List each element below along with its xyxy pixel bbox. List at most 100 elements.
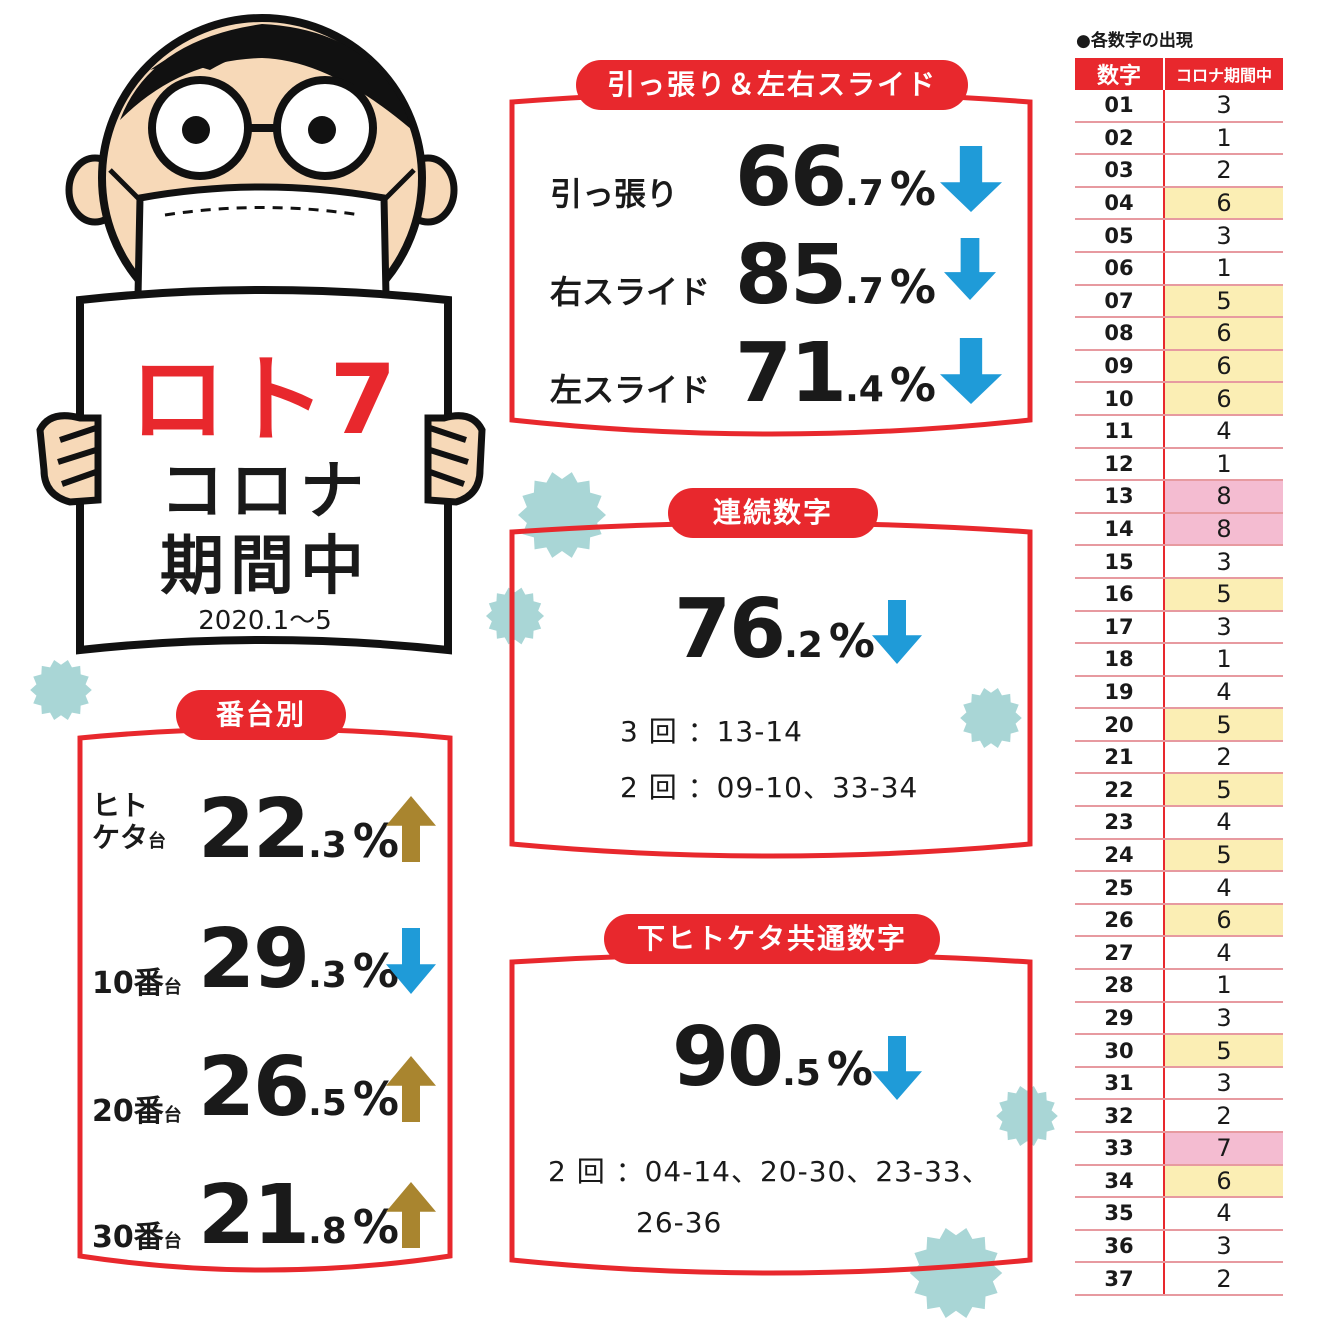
range-label-line2: ケタ — [92, 821, 149, 854]
table-row: 08 6 — [1075, 317, 1283, 351]
number-cell: 21 — [1075, 740, 1165, 775]
count-cell: 3 — [1164, 1001, 1283, 1036]
mascot-illustration: ロト7 コロナ 期間中 2020.1～5 — [0, 0, 500, 680]
arrow-down-icon — [944, 238, 996, 300]
stat-dec: .7 — [845, 173, 884, 214]
number-cell: 22 — [1075, 773, 1165, 808]
table-row: 37 2 — [1075, 1262, 1283, 1296]
range-stat: 21 .8 % — [198, 1168, 399, 1263]
number-cell: 06 — [1075, 251, 1165, 286]
number-cell: 29 — [1075, 1001, 1165, 1036]
stat-dec: .5 — [782, 1053, 821, 1094]
table-row: 34 6 — [1075, 1164, 1283, 1199]
consecutive-title: 連続数字 — [668, 488, 878, 538]
count-cell: 5 — [1164, 773, 1283, 808]
table-row: 15 3 — [1075, 545, 1283, 579]
number-cell: 02 — [1075, 121, 1165, 156]
arrow-up-icon — [386, 1056, 436, 1122]
count-cell: 6 — [1164, 382, 1283, 416]
count-cell: 6 — [1164, 349, 1283, 384]
count-cell: 4 — [1164, 871, 1283, 905]
number-cell: 26 — [1075, 903, 1165, 938]
number-cell: 19 — [1075, 675, 1165, 710]
table-row: 02 1 — [1075, 121, 1283, 156]
table-row: 17 3 — [1075, 610, 1283, 645]
stat-pct: % — [828, 614, 875, 668]
arrow-up-icon — [386, 1182, 436, 1248]
stat-dec: .7 — [845, 271, 884, 312]
number-cell: 04 — [1075, 186, 1165, 221]
consecutive-panel: 連続数字 76 .2 % 3 回 ：13-14 2 回 ：09-10、33-34 — [508, 488, 1034, 872]
table-row: 29 3 — [1075, 1001, 1283, 1036]
number-cell: 12 — [1075, 447, 1165, 482]
stat-int: 22 — [198, 782, 310, 877]
stat-pct: % — [826, 1042, 873, 1096]
count-cell: 4 — [1164, 936, 1283, 971]
stat-dec: .4 — [845, 369, 884, 410]
count-cell: 8 — [1164, 512, 1283, 547]
table-row: 25 4 — [1075, 871, 1283, 905]
column-header-count: コロナ期間中 — [1164, 58, 1283, 90]
count-cell: 3 — [1164, 545, 1283, 579]
table-row: 20 5 — [1075, 708, 1283, 742]
stat-row-right-slide: 右スライド 85 .7 % — [550, 228, 936, 323]
range-label-suffix: 台 — [163, 1105, 182, 1126]
table-row: 03 2 — [1075, 154, 1283, 188]
count-cell: 3 — [1164, 1066, 1283, 1101]
count-cell: 3 — [1164, 90, 1283, 123]
number-cell: 28 — [1075, 969, 1165, 1003]
arrow-down-icon — [386, 928, 436, 994]
number-cell: 33 — [1075, 1132, 1165, 1166]
arrow-down-icon — [940, 338, 1002, 404]
number-cell: 36 — [1075, 1229, 1165, 1264]
table-header-row: 数字 コロナ期間中 — [1075, 58, 1283, 90]
last-digit-title: 下ヒトケタ共通数字 — [604, 914, 940, 964]
table-row: 18 1 — [1075, 643, 1283, 677]
last-digit-stat: 90 .5 % — [672, 1010, 873, 1105]
stat-int: 66 — [735, 130, 847, 225]
number-cell: 09 — [1075, 349, 1165, 384]
table-row: 27 4 — [1075, 936, 1283, 971]
number-cell: 07 — [1075, 284, 1165, 319]
stat-pct: % — [889, 162, 936, 216]
count-cell: 2 — [1164, 740, 1283, 775]
table-row: 14 8 — [1075, 512, 1283, 547]
table-row: 05 3 — [1075, 219, 1283, 253]
stat-pct: % — [352, 944, 399, 998]
count-cell: 5 — [1164, 284, 1283, 319]
number-cell: 14 — [1075, 512, 1165, 547]
table-row: 30 5 — [1075, 1034, 1283, 1068]
count-cell: 6 — [1164, 903, 1283, 938]
count-cell: 3 — [1164, 610, 1283, 645]
count-cell: 3 — [1164, 1229, 1283, 1264]
arrow-up-icon — [386, 796, 436, 862]
count-cell: 5 — [1164, 1034, 1283, 1068]
count-cell: 8 — [1164, 480, 1283, 514]
table-row: 36 3 — [1075, 1229, 1283, 1264]
count-cell: 4 — [1164, 414, 1283, 449]
number-cell: 05 — [1075, 219, 1165, 253]
count-cell: 2 — [1164, 1262, 1283, 1296]
table-row: 28 1 — [1075, 969, 1283, 1003]
table-row: 33 7 — [1075, 1132, 1283, 1166]
number-cell: 25 — [1075, 871, 1165, 905]
stat-int: 76 — [674, 582, 786, 677]
number-cell: 16 — [1075, 577, 1165, 612]
number-cell: 17 — [1075, 610, 1165, 645]
range-label: 20番台 — [92, 1086, 182, 1130]
table-row: 19 4 — [1075, 675, 1283, 710]
virus-icon — [518, 472, 606, 558]
virus-icon — [996, 1085, 1058, 1147]
stat-row-left-slide: 左スライド 71 .4 % — [550, 326, 936, 421]
sign-corona-title: コロナ — [160, 455, 370, 529]
number-cell: 37 — [1075, 1262, 1165, 1296]
number-cell: 11 — [1075, 414, 1165, 449]
count-cell: 1 — [1164, 643, 1283, 677]
table-row: 12 1 — [1075, 447, 1283, 482]
count-cell: 4 — [1164, 1197, 1283, 1231]
count-cell: 6 — [1164, 186, 1283, 221]
table-row: 09 6 — [1075, 349, 1283, 384]
range-title: 番台別 — [176, 690, 346, 740]
table-row: 04 6 — [1075, 186, 1283, 221]
number-cell: 23 — [1075, 806, 1165, 840]
